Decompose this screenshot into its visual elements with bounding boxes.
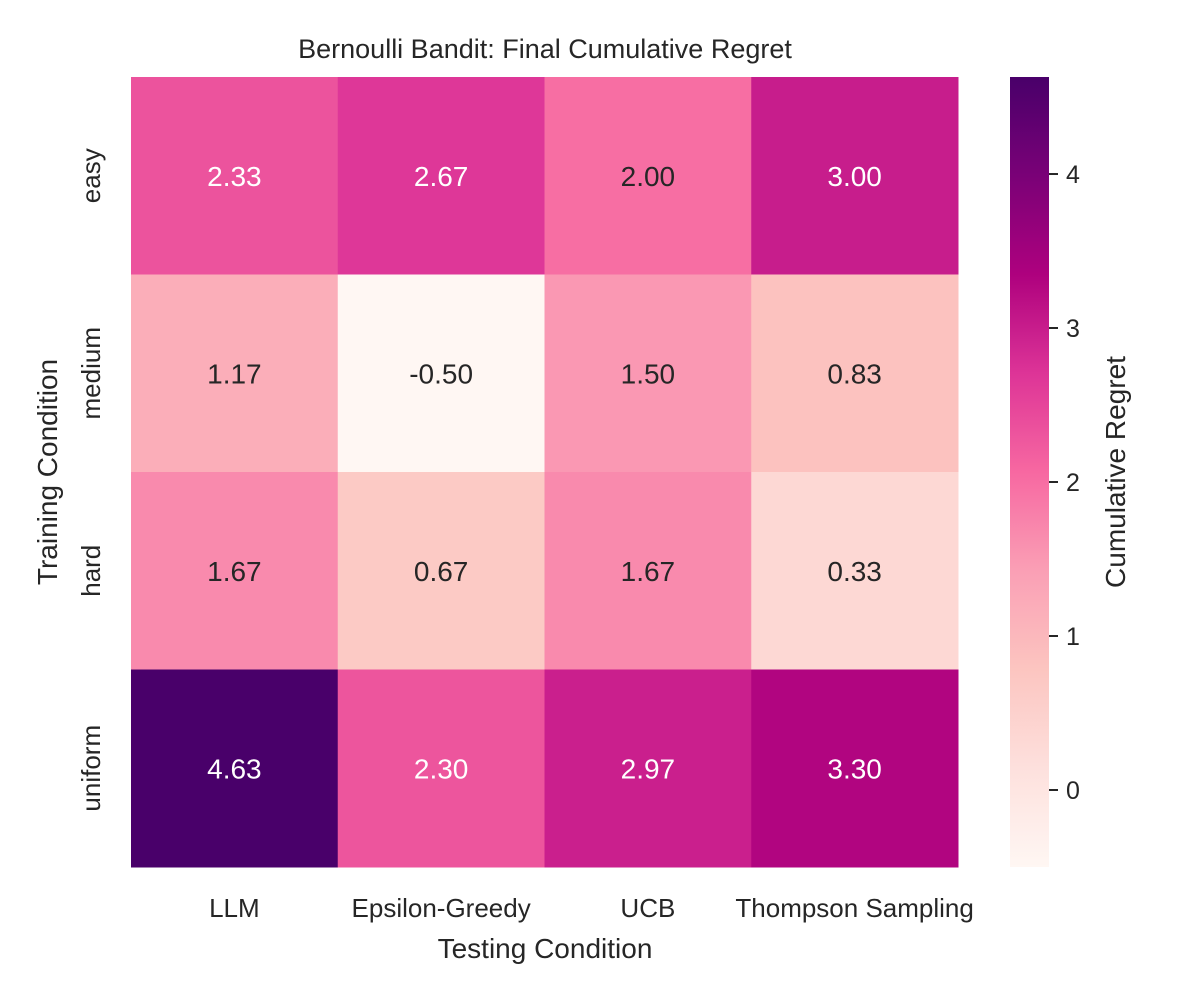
cell-value-label: 3.30 [827,753,882,784]
heatmap-cell [751,274,959,473]
x-tick-label: LLM [209,893,260,923]
y-tick-label: easy [76,148,106,203]
colorbar-ticks: 0 1 2 3 4 [1049,161,1080,805]
heatmap-cell [131,77,339,275]
heatmap-cell [544,472,752,670]
cell-value-label: 2.67 [414,161,469,192]
colorbar-tick-label: 1 [1066,623,1080,651]
heatmap-cell [337,669,545,868]
x-tick-labels: LLM Epsilon-Greedy UCB Thompson Sampling [209,893,974,923]
x-tick-label: Epsilon-Greedy [352,893,531,923]
cell-value-label: 2.30 [414,753,469,784]
cell-value-label: 0.33 [827,556,882,587]
heatmap-cell [751,77,959,275]
heatmap-cell [544,77,752,275]
cell-value-label: 2.00 [621,161,676,192]
heatmap-cell [337,472,545,670]
x-tick-label: UCB [620,893,675,923]
heatmap-cells: 2.33 2.67 2.00 3.00 1.17 -0.50 1.50 0.83 1.67 0.6… [131,77,959,868]
heatmap-cell [544,274,752,473]
cell-value-label: 0.83 [827,358,882,389]
x-tick-label: Thompson Sampling [735,893,973,923]
cell-value-label: 1.67 [621,556,676,587]
colorbar [1010,77,1049,867]
heatmap-cell [337,77,545,275]
y-tick-label: uniform [76,725,106,812]
cell-value-label: -0.50 [409,358,473,389]
cell-value-label: 1.67 [207,556,262,587]
heatmap-cell [131,472,339,670]
y-tick-label: hard [76,545,106,597]
cell-value-label: 3.00 [827,161,882,192]
colorbar-tick-label: 3 [1066,315,1080,343]
colorbar-tick-label: 4 [1066,161,1080,189]
colorbar-tick-label: 0 [1066,777,1080,805]
y-tick-labels: easy medium hard uniform [76,148,106,811]
colorbar-tick-label: 2 [1066,469,1080,497]
cell-value-label: 2.33 [207,161,262,192]
cell-value-label: 0.67 [414,556,469,587]
cell-value-label: 4.63 [207,753,262,784]
cell-value-label: 2.97 [621,753,676,784]
cell-value-label: 1.50 [621,358,676,389]
y-tick-label: medium [76,327,106,419]
heatmap-cell [131,669,339,868]
heatmap-cell [751,669,959,868]
heatmap-cell [337,274,545,473]
cell-value-label: 1.17 [207,358,262,389]
heatmap-cell [544,669,752,868]
colorbar-label: Cumulative Regret [1100,356,1131,588]
heatmap-cell [751,472,959,670]
heatmap-cell [131,274,339,473]
x-axis-title: Testing Condition [438,933,653,964]
y-axis-title: Training Condition [32,359,63,585]
chart-title: Bernoulli Bandit: Final Cumulative Regre… [298,34,792,64]
